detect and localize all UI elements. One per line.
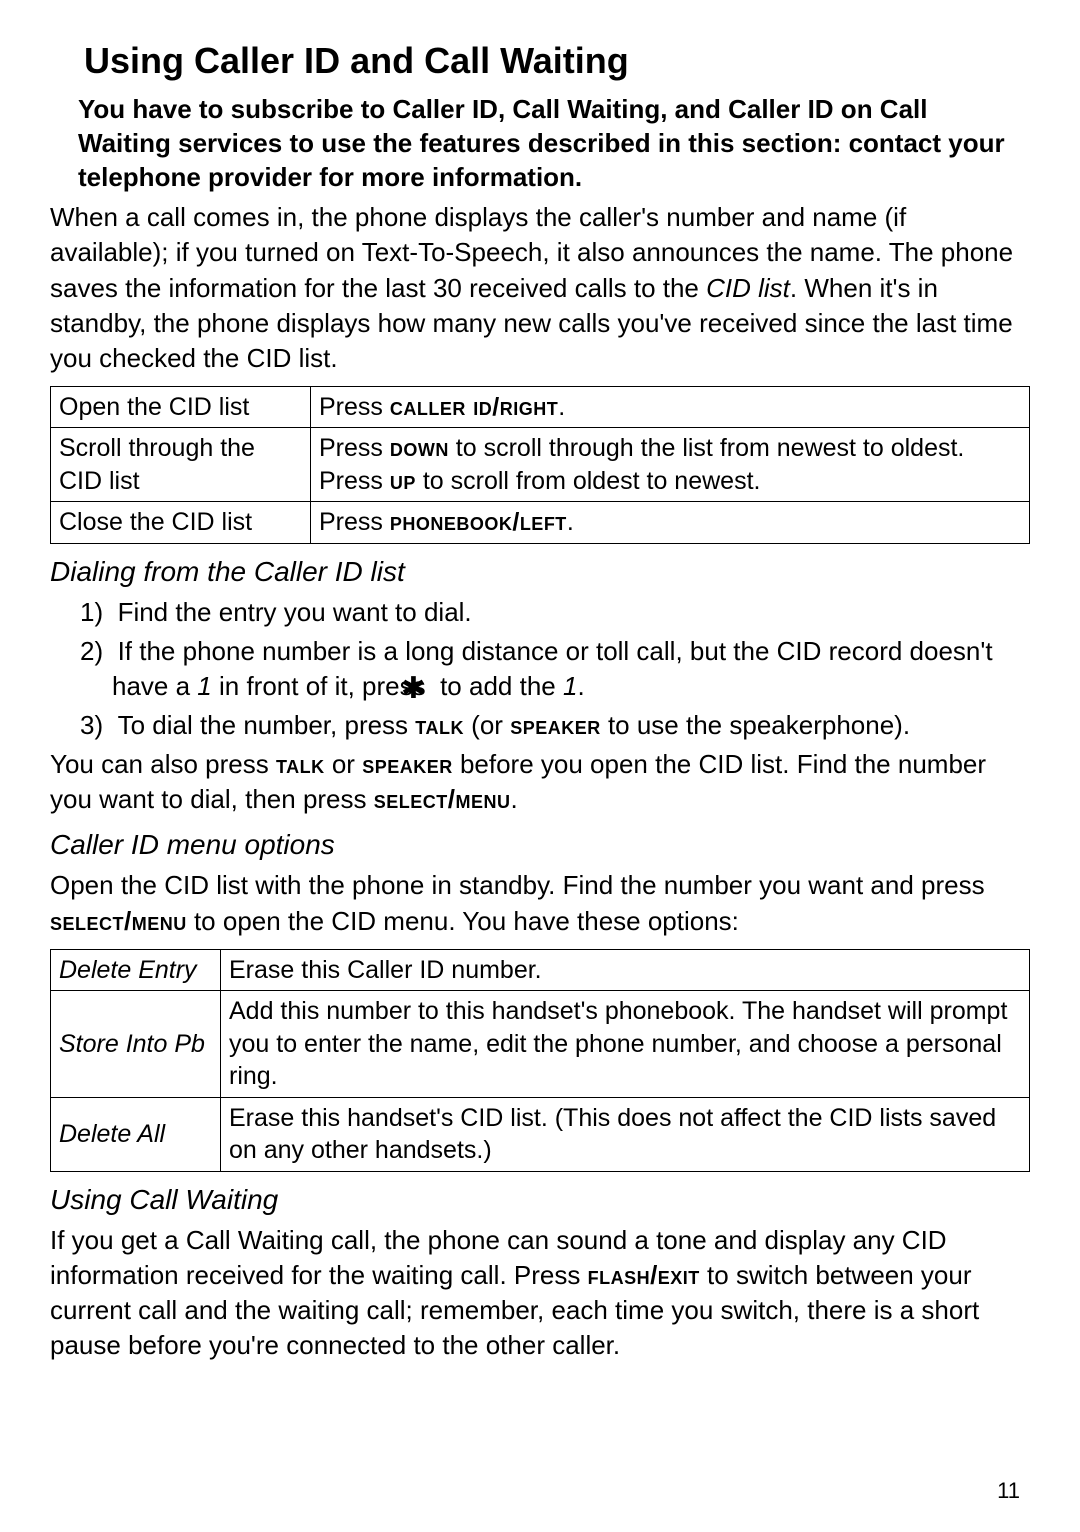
dialing-heading: Dialing from the Caller ID list [50, 554, 1030, 589]
text: to open the CID menu. You have these opt… [187, 906, 739, 936]
text: . [558, 393, 565, 421]
text: . [510, 784, 517, 814]
key-label: talk [415, 710, 464, 740]
action-cell: Open the CID list [51, 386, 311, 428]
cid-menu-table: Delete Entry Erase this Caller ID number… [50, 949, 1030, 1172]
description-cell: Erase this handset's CID list. (This doe… [221, 1097, 1030, 1171]
text: 3) To dial the number, press [80, 710, 415, 740]
key-label: flash/exit [588, 1260, 700, 1290]
page-number: 11 [997, 1477, 1020, 1505]
key-label: select/menu [50, 906, 187, 936]
also-paragraph: You can also press talk or speaker befor… [50, 747, 1030, 817]
key-label: down [390, 434, 449, 462]
text: (or [464, 710, 510, 740]
key-label: select/menu [374, 784, 511, 814]
action-cell: Close the CID list [51, 502, 311, 544]
key-label: up [390, 467, 416, 495]
text: to use the speakerphone). [601, 710, 910, 740]
table-row: Delete Entry Erase this Caller ID number… [51, 949, 1030, 991]
option-cell: Delete All [51, 1097, 221, 1171]
key-label: phonebook/left [390, 508, 567, 536]
list-item: 2) If the phone number is a long distanc… [80, 634, 1030, 704]
cidmenu-heading: Caller ID menu options [50, 827, 1030, 862]
text: to add the [433, 671, 563, 701]
text: Press [319, 393, 390, 421]
list-item: 1) Find the entry you want to dial. [80, 595, 1030, 630]
action-cell: Scroll through the CID list [51, 428, 311, 502]
option-cell: Store Into Pb [51, 991, 221, 1098]
cidmenu-intro: Open the CID list with the phone in stan… [50, 868, 1030, 938]
italic-digit: 1 [197, 671, 211, 701]
dialing-steps: 1) Find the entry you want to dial. 2) I… [80, 595, 1030, 743]
instruction-cell: Press phonebook/left. [311, 502, 1030, 544]
cid-actions-table: Open the CID list Press caller id/right.… [50, 386, 1030, 544]
text: . [567, 508, 574, 536]
text: to scroll from oldest to newest. [416, 467, 761, 495]
text: Press [319, 508, 390, 536]
italic-digit: 1 [563, 671, 577, 701]
callwaiting-paragraph: If you get a Call Waiting call, the phon… [50, 1223, 1030, 1363]
key-label: speaker [362, 749, 453, 779]
instruction-cell: Press down to scroll through the list fr… [311, 428, 1030, 502]
text: . [577, 671, 584, 701]
page-title: Using Caller ID and Call Waiting [84, 38, 1030, 83]
subscription-notice: You have to subscribe to Caller ID, Call… [78, 93, 1020, 194]
text: in front of it, press [212, 671, 433, 701]
text: You can also press [50, 749, 276, 779]
key-label: speaker [510, 710, 601, 740]
description-cell: Add this number to this handset's phoneb… [221, 991, 1030, 1098]
intro-italic: CID list [706, 273, 790, 303]
instruction-cell: Press caller id/right. [311, 386, 1030, 428]
list-item: 3) To dial the number, press talk (or sp… [80, 708, 1030, 743]
table-row: Close the CID list Press phonebook/left. [51, 502, 1030, 544]
text: Open the CID list with the phone in stan… [50, 870, 985, 900]
table-row: Open the CID list Press caller id/right. [51, 386, 1030, 428]
intro-paragraph: When a call comes in, the phone displays… [50, 200, 1030, 375]
text: Press [319, 434, 390, 462]
key-label: caller id/right [390, 393, 558, 421]
key-label: talk [276, 749, 325, 779]
description-cell: Erase this Caller ID number. [221, 949, 1030, 991]
text: or [325, 749, 363, 779]
table-row: Delete All Erase this handset's CID list… [51, 1097, 1030, 1171]
table-row: Store Into Pb Add this number to this ha… [51, 991, 1030, 1098]
table-row: Scroll through the CID list Press down t… [51, 428, 1030, 502]
callwaiting-heading: Using Call Waiting [50, 1182, 1030, 1217]
option-cell: Delete Entry [51, 949, 221, 991]
